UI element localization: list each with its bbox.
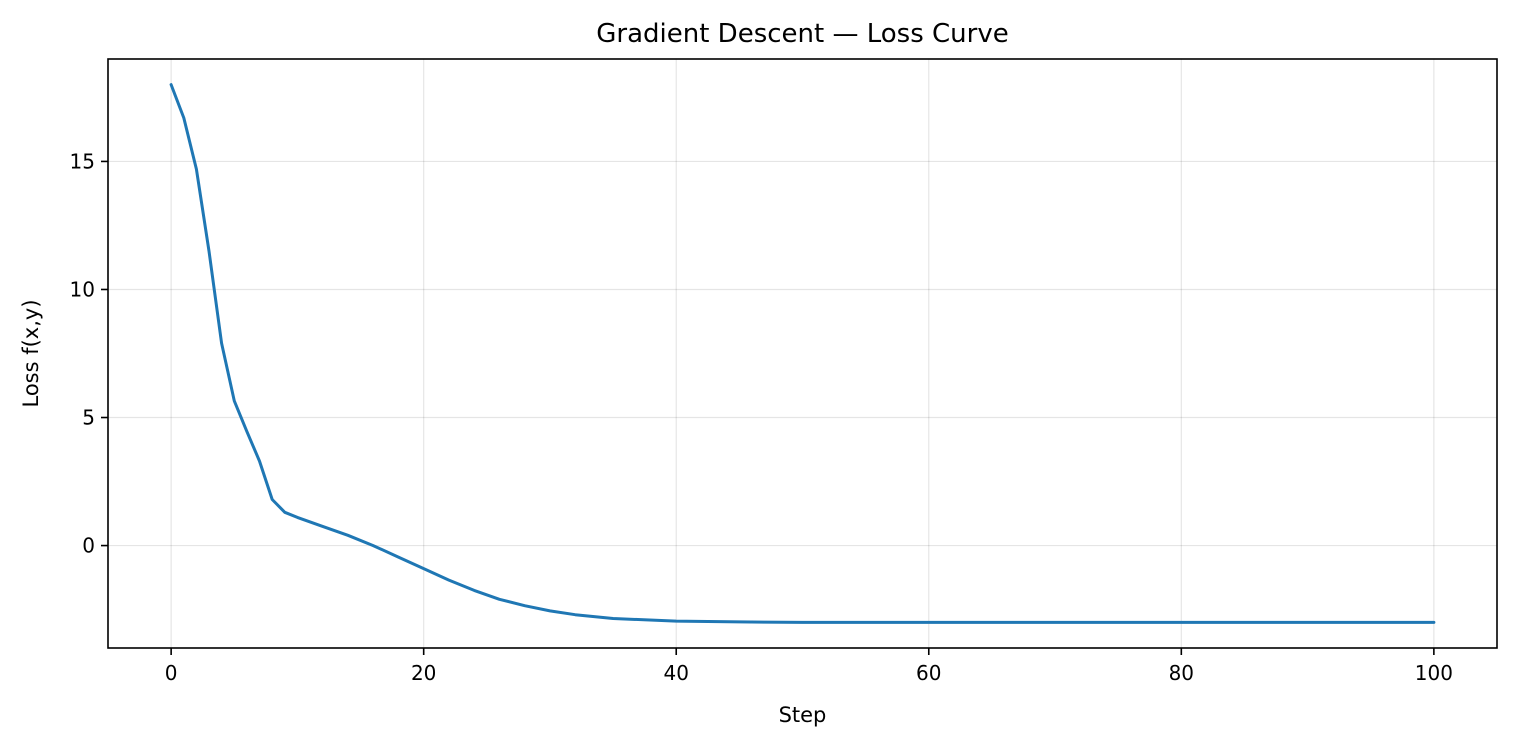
- grid: [108, 59, 1497, 648]
- x-tick-label: 0: [165, 661, 178, 685]
- x-axis-label: Step: [779, 703, 827, 727]
- y-tick-label: 0: [82, 534, 95, 558]
- x-tick-label: 80: [1169, 661, 1194, 685]
- y-tick-label: 10: [70, 277, 95, 301]
- plot-frame: [107, 58, 1498, 649]
- x-tick-label: 20: [411, 661, 436, 685]
- axis-ticks: 0 20 40 60 80 100 0 5 10 15: [70, 149, 1453, 685]
- x-tick-label: 60: [916, 661, 941, 685]
- series-layer: [169, 83, 1436, 624]
- y-tick-label: 15: [70, 149, 95, 173]
- chart-title: Gradient Descent — Loss Curve: [596, 19, 1008, 49]
- x-tick-label: 40: [664, 661, 689, 685]
- x-tick-label: 100: [1415, 661, 1453, 685]
- y-tick-label: 5: [82, 406, 95, 430]
- y-axis-label: Loss f(x,y): [19, 299, 43, 407]
- loss-series-line: [169, 83, 1436, 624]
